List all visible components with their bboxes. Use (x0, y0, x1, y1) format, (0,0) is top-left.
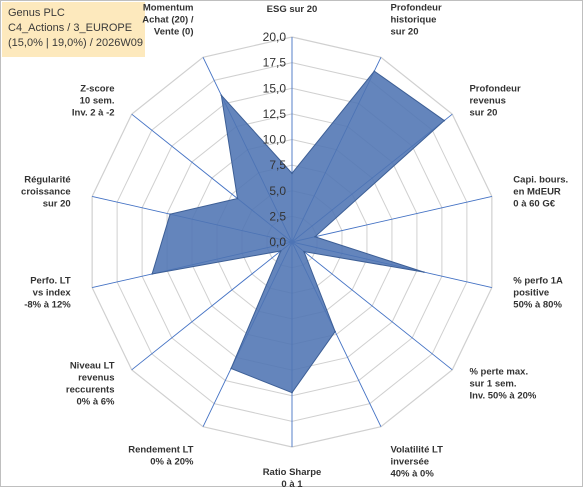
axis-label-line: historique (390, 14, 436, 25)
axis-label-line: Niveau LT (70, 361, 115, 372)
tick-label: 17,5 (263, 56, 287, 70)
data-point (334, 330, 336, 333)
axis-label-line: Volatilité LT (390, 445, 443, 456)
axis-label-line: Inv. 50% à 20% (469, 391, 536, 402)
title-params: (15,0% | 19,0%) / 2026W09 (8, 37, 143, 49)
data-point (151, 273, 153, 275)
axis-label-line: Régularité (24, 174, 70, 185)
axis-label-line: sur 20 (43, 198, 71, 209)
axis-label-line: Momentum (143, 2, 194, 13)
tick-label: 15,0 (263, 81, 287, 95)
axis-label: Rendement LT0% à 20% (128, 445, 194, 468)
data-point (373, 70, 376, 72)
data-point (291, 172, 293, 175)
axis-label-line: Rendement LT (128, 445, 193, 456)
axis-label-line: sur 1 sem. (469, 379, 516, 390)
axis-label-line: -8% à 12% (24, 300, 71, 311)
axis-spoke (291, 241, 453, 371)
tick-label: 2,5 (269, 209, 286, 223)
axis-label: % perte max.sur 1 sem.Inv. 50% à 20% (469, 367, 536, 402)
data-point (279, 250, 282, 252)
axis-spoke (291, 195, 492, 243)
axis-label-line: 10 sem. (80, 95, 115, 106)
axis-label-line: ESG sur 20 (267, 4, 318, 15)
data-point (169, 213, 171, 215)
tick-label: 12,5 (263, 107, 287, 121)
axis-label-line: positive (513, 288, 549, 299)
axis-label-line: Z-score (80, 83, 114, 94)
data-point (443, 119, 446, 122)
tick-label: 7,5 (269, 158, 286, 172)
axis-label-line: Ratio Sharpe (263, 467, 322, 478)
axis-label-line: reccurents (66, 385, 115, 396)
axis-label-line: vs index (33, 288, 72, 299)
axis-label-line: Inv. 2 à -2 (72, 107, 115, 118)
axis-label-line: revenus (78, 373, 114, 384)
axis-label-line: revenus (469, 95, 505, 106)
axis-label-line: 0% à 6% (76, 397, 115, 408)
axis-label-line: 0 à 60 G€ (513, 198, 555, 209)
axis-label-line: croissance (21, 186, 71, 197)
radial-tick-labels: 0,0 2,5 5,0 7,5 10,0 12,5 15,0 17,5 20,0 (263, 30, 287, 249)
axis-label-line: 40% à 0% (390, 469, 434, 480)
tick-label: 5,0 (269, 184, 286, 198)
tick-label: 20,0 (263, 30, 287, 44)
tick-label: 10,0 (263, 133, 287, 147)
data-point (220, 94, 223, 96)
axis-label-line: Perfo. LT (30, 276, 71, 287)
axis-label-line: Profondeur (390, 2, 441, 13)
title-portfolio: C4_Actions / 3_EUROPE (8, 22, 133, 34)
axis-label-line: Note (281, 0, 302, 3)
radar-series (151, 70, 446, 394)
series-area (151, 70, 446, 394)
axis-label-line: Vente (0) (154, 26, 194, 37)
title-company: Genus PLC (8, 7, 65, 19)
data-point (236, 197, 239, 200)
chart-title-box: Genus PLC C4_Actions / 3_EUROPE (15,0% |… (2, 2, 145, 57)
axis-label-line: 50% à 80% (513, 300, 562, 311)
axis-label-line: en MdEUR (513, 186, 561, 197)
axis-label-line: % perfo 1A (513, 276, 563, 287)
axis-label-line: Capi. bours. (513, 174, 568, 185)
data-point (314, 235, 316, 238)
axis-label-line: inversée (390, 457, 429, 468)
axis-label-line: % perte max. (469, 367, 528, 378)
tick-label: 0,0 (269, 235, 286, 249)
axis-label-line: sur 20 (469, 107, 497, 118)
data-point (291, 391, 293, 394)
axis-label-line: 0 à 1 (281, 479, 303, 487)
axis-label-line: Achat (20) / (142, 14, 194, 25)
axis-label: NoteESG sur 20 (267, 0, 318, 15)
data-point (230, 367, 232, 370)
data-point (423, 271, 425, 273)
data-point (303, 250, 305, 253)
axis-spoke (131, 241, 293, 371)
axis-label-line: 0% à 20% (150, 457, 194, 468)
axis-label-line: sur 20 (390, 26, 418, 37)
axis-label-line: Profondeur (469, 83, 520, 94)
